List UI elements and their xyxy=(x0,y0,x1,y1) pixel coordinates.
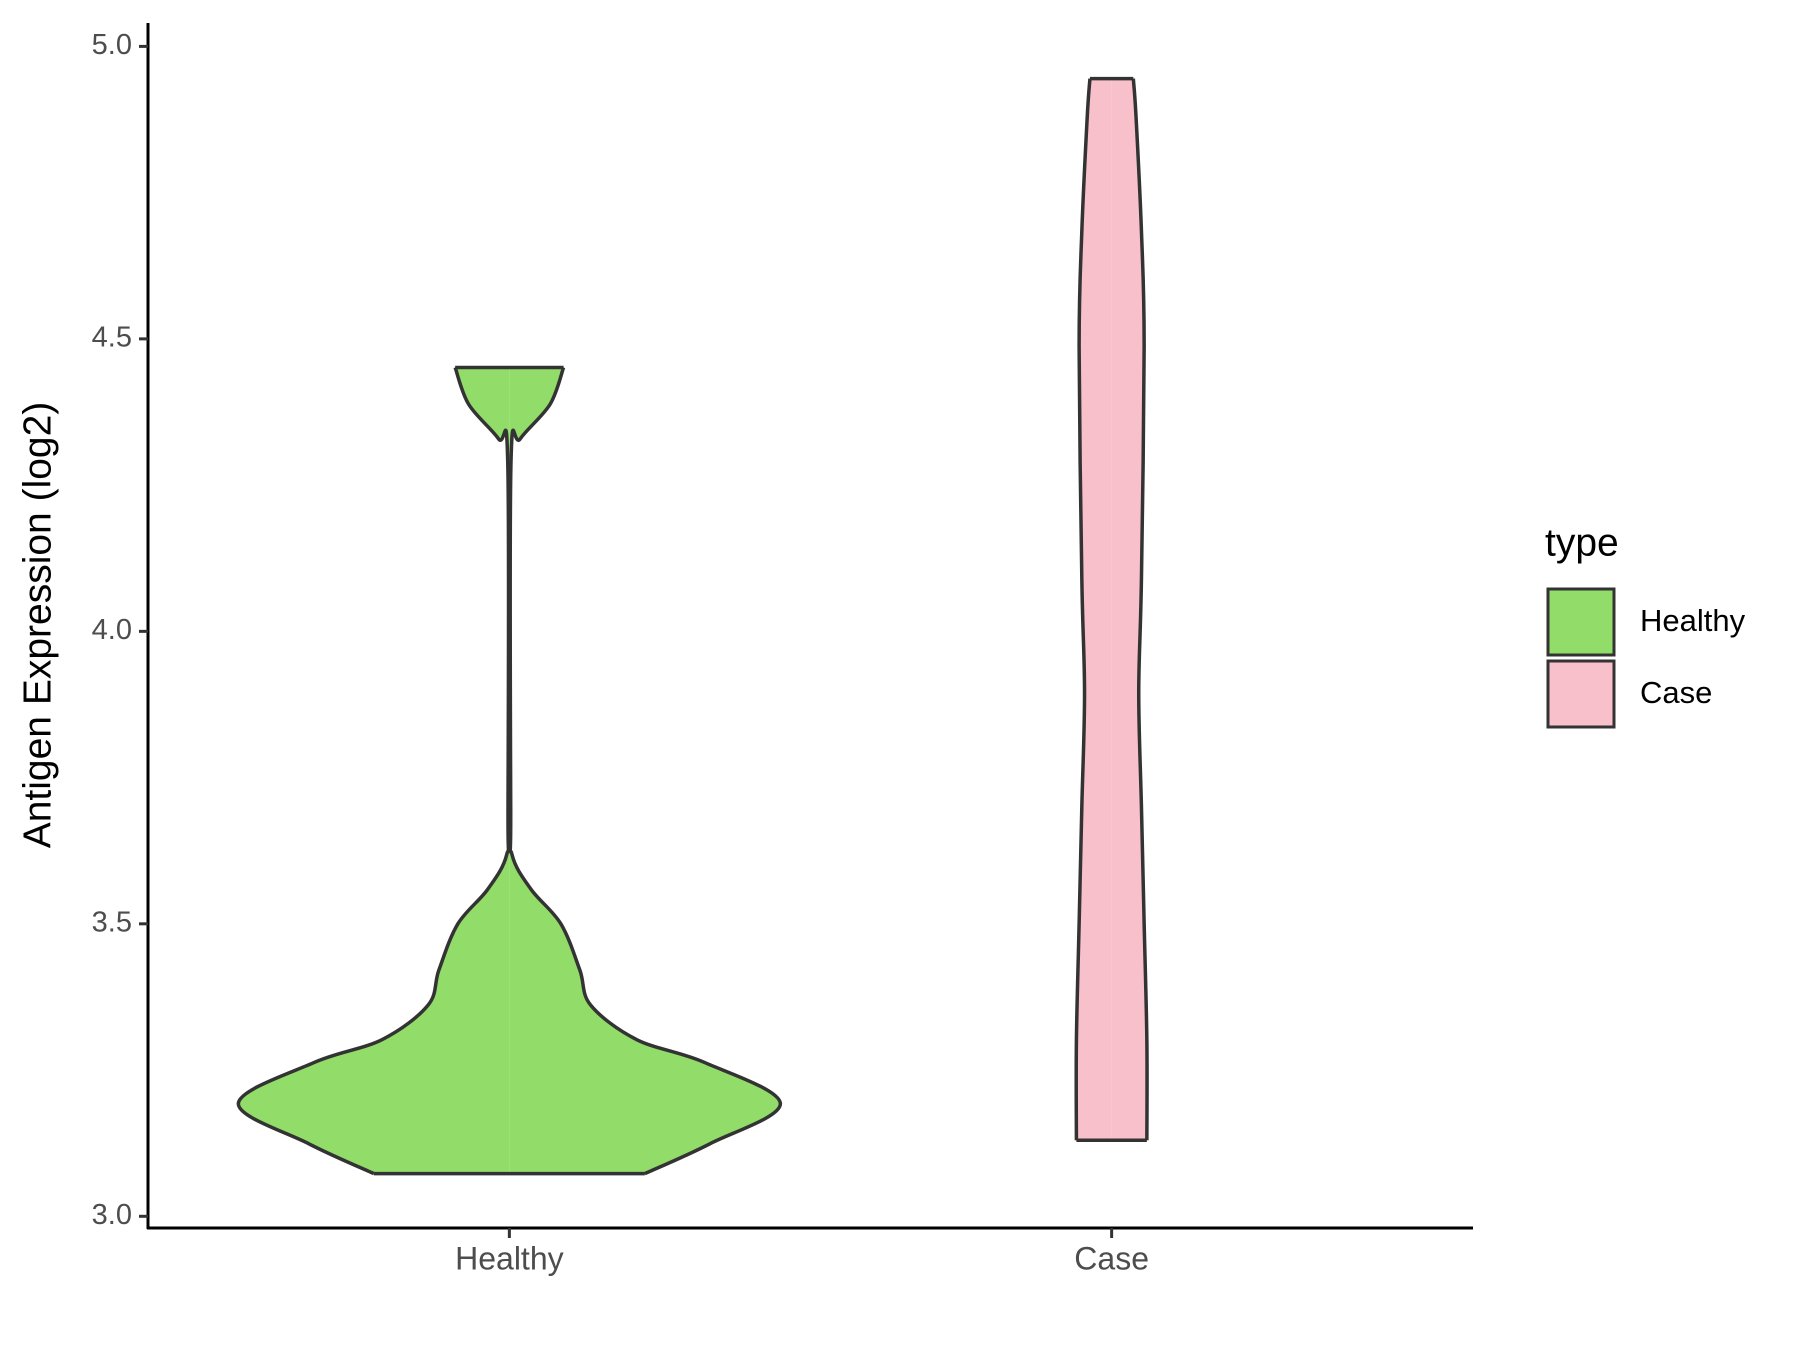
violin-outline xyxy=(508,366,783,1176)
violin-fill xyxy=(509,367,781,1174)
legend-title: type xyxy=(1545,521,1619,564)
y-tick-label: 3.0 xyxy=(92,1199,132,1231)
y-tick-label: 3.5 xyxy=(92,906,132,938)
y-tick-label: 4.5 xyxy=(92,322,132,354)
x-tick-label: Case xyxy=(1074,1240,1149,1276)
y-tick-label: 4.0 xyxy=(92,614,132,646)
x-tick-label: Healthy xyxy=(455,1240,564,1276)
legend-key xyxy=(1546,587,1616,657)
violin-fill xyxy=(238,367,510,1174)
violin-outline xyxy=(1131,78,1149,1141)
y-axis-title: Antigen Expression (log2) xyxy=(16,402,59,849)
legend-label: Healthy xyxy=(1640,603,1746,638)
y-tick-label: 5.0 xyxy=(92,29,132,61)
legend-key xyxy=(1546,659,1616,729)
violin-fill xyxy=(1076,78,1112,1141)
violin-outline xyxy=(236,366,511,1176)
violin-outline xyxy=(1074,78,1092,1141)
violin-fill xyxy=(1111,78,1148,1141)
legend-label: Case xyxy=(1640,675,1712,710)
